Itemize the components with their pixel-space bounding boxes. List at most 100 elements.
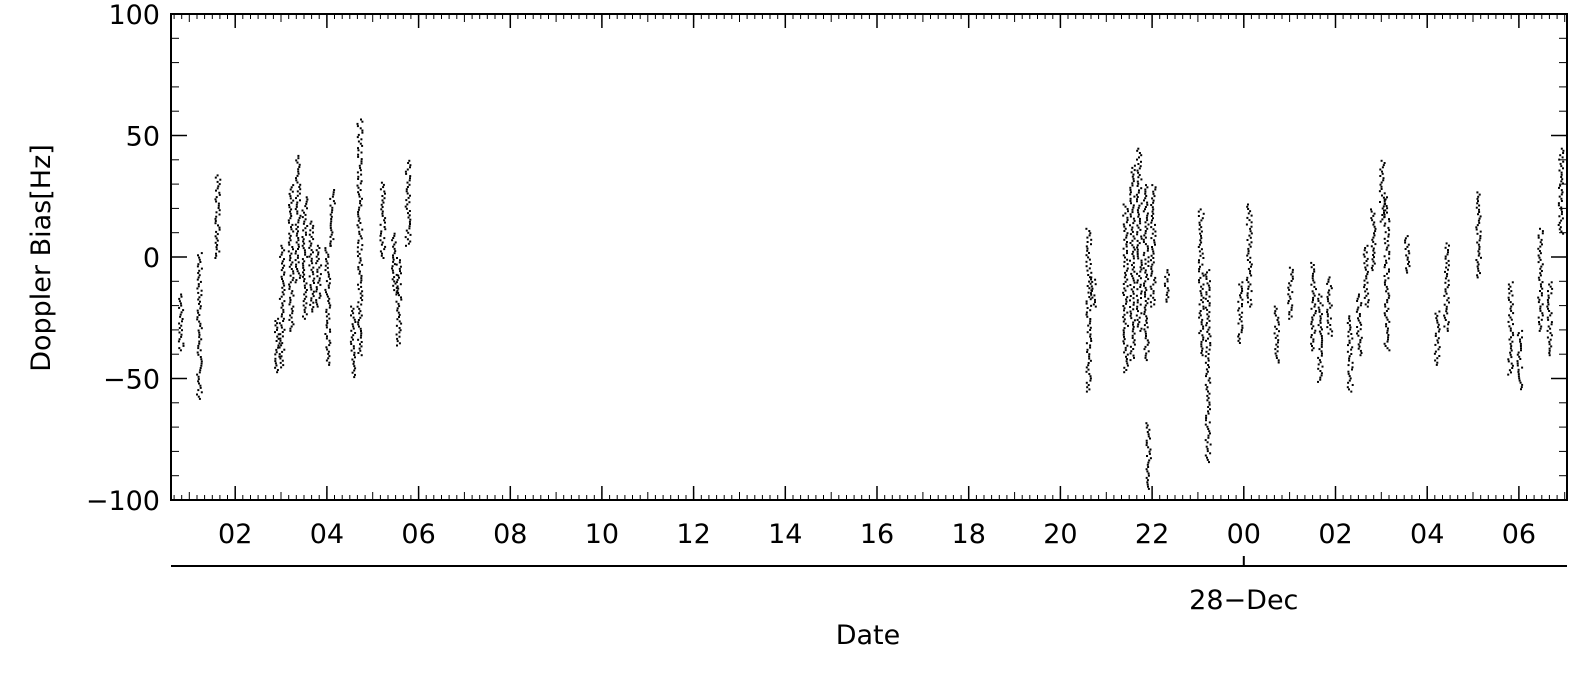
- data-point: [1405, 267, 1408, 270]
- data-point: [359, 167, 362, 169]
- data-point: [313, 277, 316, 280]
- data-point: [1477, 254, 1480, 257]
- data-point: [1312, 314, 1315, 317]
- data-point: [1147, 435, 1150, 438]
- data-point: [357, 213, 360, 216]
- data-point: [1151, 197, 1154, 200]
- data-point: [326, 335, 328, 338]
- data-cluster: [1237, 281, 1244, 344]
- data-point: [297, 261, 300, 264]
- data-point: [281, 359, 284, 362]
- data-point: [1434, 343, 1437, 346]
- data-point: [1240, 316, 1243, 318]
- data-point: [1198, 228, 1201, 231]
- data-point: [1209, 452, 1212, 455]
- data-point: [289, 327, 292, 330]
- data-point: [214, 235, 217, 238]
- data-point: [1511, 331, 1514, 334]
- data-point: [1386, 207, 1389, 210]
- data-point: [200, 289, 203, 292]
- data-point: [199, 349, 202, 352]
- data-point: [1122, 283, 1125, 285]
- data-point: [1124, 274, 1127, 277]
- data-point: [358, 230, 361, 233]
- data-point: [1547, 325, 1550, 328]
- data-point: [306, 207, 308, 210]
- data-point: [1140, 327, 1143, 330]
- data-point: [327, 271, 330, 274]
- data-point: [357, 266, 360, 269]
- data-point: [298, 166, 301, 168]
- data-point: [1132, 279, 1135, 282]
- data-point: [296, 210, 299, 213]
- data-point: [1145, 216, 1148, 219]
- data-point: [409, 194, 411, 197]
- data-point: [1476, 197, 1479, 200]
- data-point: [1273, 312, 1276, 315]
- data-point: [1327, 300, 1330, 303]
- data-point: [1204, 454, 1207, 457]
- data-point: [1448, 244, 1450, 247]
- data-point: [1240, 285, 1243, 288]
- data-point: [1145, 276, 1148, 278]
- data-point: [398, 327, 401, 329]
- data-point: [1086, 386, 1089, 389]
- data-point: [1148, 459, 1151, 462]
- data-point: [1089, 359, 1092, 362]
- data-point: [1508, 292, 1511, 295]
- plot-frame: [170, 13, 1568, 501]
- data-point: [196, 309, 199, 312]
- data-point: [198, 269, 201, 272]
- data-point: [279, 339, 282, 342]
- data-point: [1237, 322, 1240, 325]
- data-point: [318, 296, 321, 299]
- data-point: [1476, 261, 1479, 264]
- data-point: [1274, 352, 1277, 355]
- data-point: [1246, 294, 1249, 297]
- data-point: [299, 199, 301, 202]
- data-point: [380, 208, 383, 211]
- data-point: [1200, 321, 1203, 324]
- data-point: [1149, 301, 1152, 304]
- data-point: [317, 253, 320, 256]
- data-point: [1370, 208, 1372, 211]
- data-point: [1478, 204, 1481, 207]
- data-point: [1407, 263, 1410, 265]
- data-point: [1387, 292, 1390, 295]
- data-point: [1383, 266, 1386, 269]
- data-point: [218, 250, 221, 253]
- data-point: [1384, 202, 1387, 205]
- data-point: [309, 244, 312, 247]
- data-point: [1359, 339, 1362, 341]
- data-point: [301, 258, 304, 261]
- data-point: [1477, 243, 1480, 246]
- data-point: [1090, 278, 1092, 281]
- data-point: [352, 338, 354, 341]
- data-point: [197, 353, 200, 356]
- data-point: [382, 201, 385, 204]
- data-point: [1206, 447, 1209, 450]
- data-point: [291, 321, 294, 324]
- data-point: [1154, 234, 1157, 237]
- data-point: [1166, 271, 1169, 274]
- data-point: [1152, 192, 1155, 195]
- data-point: [315, 288, 318, 291]
- data-point: [281, 350, 284, 353]
- data-point: [1241, 305, 1243, 308]
- data-point: [330, 211, 333, 214]
- data-point: [1144, 291, 1146, 294]
- data-point: [1199, 276, 1202, 279]
- data-point: [1562, 149, 1565, 152]
- data-point: [197, 254, 199, 257]
- data-point: [316, 303, 319, 306]
- data-point: [383, 248, 386, 251]
- data-point: [291, 223, 294, 226]
- data-point: [1129, 213, 1132, 216]
- data-point: [1138, 152, 1141, 154]
- data-point: [296, 268, 299, 270]
- data-point: [1238, 318, 1241, 321]
- data-point: [1477, 250, 1480, 253]
- data-point: [359, 327, 362, 330]
- data-point: [291, 246, 294, 248]
- data-point: [1132, 297, 1135, 300]
